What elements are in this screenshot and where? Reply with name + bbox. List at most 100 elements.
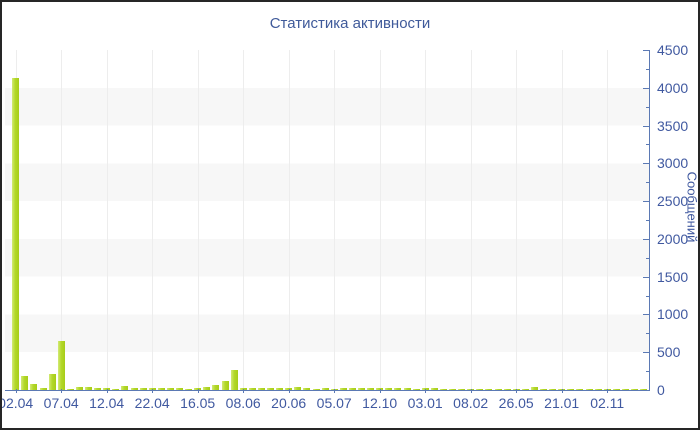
bar bbox=[403, 387, 411, 390]
x-axis-tick bbox=[516, 389, 518, 393]
bar bbox=[358, 388, 365, 390]
bar bbox=[212, 384, 220, 390]
y-axis-tick bbox=[646, 182, 649, 184]
bar bbox=[176, 388, 183, 390]
bar bbox=[585, 388, 593, 390]
y-axis-tick-label: 2000 bbox=[657, 230, 689, 247]
vertical-gridline bbox=[106, 50, 108, 390]
bar bbox=[594, 388, 602, 390]
bar bbox=[257, 388, 265, 390]
x-axis-tick-label: 07.04 bbox=[43, 395, 79, 411]
bar bbox=[230, 370, 238, 390]
bar bbox=[530, 387, 538, 390]
bar bbox=[248, 388, 256, 390]
x-axis-tick-label: 12.04 bbox=[89, 395, 125, 411]
x-axis-tick-label: 22.04 bbox=[134, 395, 170, 411]
bar bbox=[94, 388, 102, 390]
bar bbox=[139, 388, 147, 390]
vertical-gridline bbox=[334, 50, 336, 390]
bar bbox=[294, 387, 302, 390]
vertical-gridline bbox=[197, 50, 199, 390]
bar bbox=[612, 388, 620, 390]
y-axis-tick bbox=[643, 390, 649, 391]
x-axis-tick bbox=[470, 389, 472, 393]
bar bbox=[185, 388, 193, 390]
bar bbox=[439, 388, 447, 390]
y-axis-tick-label: 4500 bbox=[657, 42, 689, 58]
x-axis-tick-label: 05.07 bbox=[316, 395, 352, 411]
bar bbox=[276, 388, 284, 390]
bar bbox=[412, 388, 420, 390]
bar bbox=[221, 380, 229, 390]
bar bbox=[66, 388, 74, 390]
x-axis-tick bbox=[243, 389, 245, 393]
x-axis-tick bbox=[288, 389, 290, 393]
bar bbox=[621, 388, 629, 390]
vertical-gridline bbox=[516, 50, 518, 390]
bar bbox=[21, 375, 29, 390]
bar bbox=[157, 388, 165, 390]
bar bbox=[303, 388, 311, 390]
y-axis-tick-label: 3000 bbox=[657, 155, 689, 172]
bar bbox=[576, 388, 584, 390]
vertical-gridline bbox=[607, 50, 609, 390]
y-axis-tick bbox=[646, 371, 649, 373]
bar bbox=[48, 374, 56, 390]
y-axis-tick bbox=[646, 333, 649, 335]
vertical-gridline bbox=[152, 50, 154, 390]
bar bbox=[549, 388, 557, 390]
bar bbox=[57, 340, 65, 390]
y-axis-tick bbox=[643, 50, 649, 51]
bar bbox=[430, 388, 438, 390]
bar bbox=[458, 388, 466, 390]
x-axis-tick bbox=[425, 389, 427, 393]
y-axis-tick bbox=[646, 106, 649, 108]
y-axis-tick bbox=[646, 220, 649, 221]
bar bbox=[267, 388, 274, 390]
x-axis-tick-label: 20.06 bbox=[271, 395, 307, 411]
bar bbox=[631, 388, 638, 390]
bar bbox=[503, 388, 511, 390]
bar bbox=[166, 388, 174, 390]
vertical-gridline bbox=[243, 50, 245, 390]
y-axis-tick-label: 0 bbox=[657, 382, 665, 398]
vertical-gridline bbox=[425, 50, 427, 390]
bar bbox=[12, 78, 20, 390]
x-axis-tick bbox=[106, 389, 108, 393]
x-axis-tick bbox=[607, 389, 609, 393]
bar bbox=[640, 388, 648, 390]
y-axis-tick bbox=[643, 87, 649, 89]
y-axis-tick bbox=[646, 144, 649, 146]
y-axis-tick bbox=[643, 352, 649, 354]
y-axis-tick-label: 1000 bbox=[657, 306, 689, 323]
bar bbox=[485, 388, 493, 390]
vertical-gridline bbox=[561, 50, 563, 390]
x-axis-tick bbox=[379, 389, 381, 393]
y-axis-tick bbox=[646, 257, 649, 259]
bar bbox=[339, 388, 347, 390]
bar bbox=[321, 388, 329, 390]
y-axis-tick bbox=[643, 201, 649, 203]
x-axis-tick-label: 08.02 bbox=[453, 395, 489, 411]
bar bbox=[194, 387, 202, 390]
bar bbox=[540, 388, 547, 390]
bar bbox=[476, 388, 484, 390]
bar bbox=[449, 388, 456, 390]
bar bbox=[312, 388, 320, 390]
x-axis-tick-label: 03.01 bbox=[407, 395, 443, 411]
y-axis-tick bbox=[643, 238, 649, 240]
x-axis-tick-label: 12.10 bbox=[362, 395, 398, 411]
vertical-gridline bbox=[61, 50, 63, 390]
y-axis-tick-label: 2500 bbox=[657, 193, 689, 210]
bar bbox=[130, 387, 138, 390]
bar bbox=[567, 388, 575, 390]
y-axis-tick-label: 500 bbox=[657, 344, 681, 361]
x-axis-tick-label: 02.04 bbox=[0, 395, 34, 411]
x-axis-tick-label: 16.05 bbox=[180, 395, 216, 411]
plot-area bbox=[5, 50, 650, 391]
bar bbox=[394, 388, 402, 390]
x-axis-tick bbox=[61, 389, 63, 393]
x-axis-tick-label: 08.06 bbox=[225, 395, 261, 411]
x-axis-tick-label: 02.11 bbox=[590, 395, 625, 411]
